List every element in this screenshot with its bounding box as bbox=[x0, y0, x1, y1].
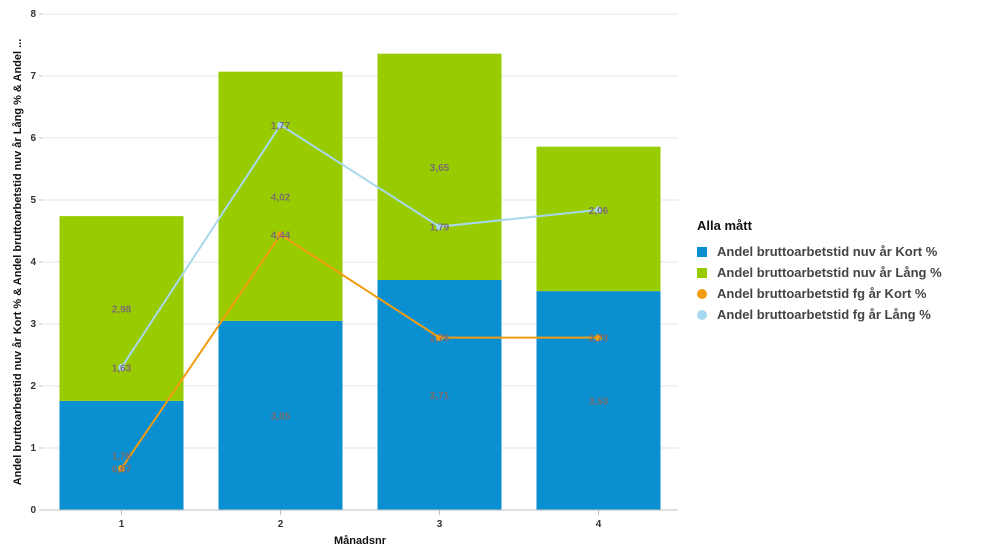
y-tick-label: 0 bbox=[30, 505, 36, 516]
legend-label: Andel bruttoarbetstid nuv år Lång % bbox=[717, 265, 942, 280]
bar bbox=[536, 146, 661, 292]
lines bbox=[118, 121, 602, 472]
line-point bbox=[118, 464, 125, 472]
legend-item-fg-lang[interactable]: Andel bruttoarbetstid fg år Lång % bbox=[697, 304, 942, 325]
bar bbox=[59, 400, 184, 510]
line-data-label: 1,77 bbox=[271, 121, 291, 132]
line-data-label: 4,44 bbox=[271, 231, 291, 242]
y-tick-label: 6 bbox=[30, 133, 36, 144]
bar-data-label: 2,98 bbox=[112, 305, 132, 316]
bar-data-label: 3,65 bbox=[430, 163, 450, 174]
bar-data-label: 4,02 bbox=[271, 192, 291, 203]
bar-data-label: 3,05 bbox=[271, 411, 291, 422]
line-point bbox=[277, 231, 284, 239]
data-labels: 1,76 3,05 3,71 3,53 2,98 4,02 3,65 0,67 4,44 2,78… bbox=[112, 121, 609, 475]
y-tick-label: 2 bbox=[30, 381, 36, 392]
legend-label: Andel bruttoarbetstid nuv år Kort % bbox=[717, 244, 938, 259]
legend-swatch-square-icon bbox=[697, 246, 707, 257]
x-tick-label: 4 bbox=[596, 519, 602, 530]
line-point bbox=[595, 206, 602, 214]
line-point bbox=[436, 223, 443, 231]
bar bbox=[377, 53, 502, 280]
x-tick-label: 1 bbox=[119, 519, 125, 530]
line-point bbox=[277, 121, 284, 129]
legend-label: Andel bruttoarbetstid fg år Kort % bbox=[717, 286, 927, 301]
line-point bbox=[436, 334, 443, 342]
legend-item-nuv-lang[interactable]: Andel bruttoarbetstid nuv år Lång % bbox=[697, 262, 942, 283]
line-data-label: 2,06 bbox=[589, 206, 609, 217]
line-data-label: 1,63 bbox=[112, 363, 132, 374]
y-axis-ticks: 0 1 2 3 4 5 6 7 8 bbox=[30, 9, 42, 516]
line-point bbox=[118, 363, 125, 371]
y-tick-label: 1 bbox=[30, 443, 36, 454]
legend-swatch-square-icon bbox=[697, 267, 707, 278]
bars bbox=[59, 53, 661, 510]
legend-item-nuv-kort[interactable]: Andel bruttoarbetstid nuv år Kort % bbox=[697, 241, 942, 262]
y-tick-label: 5 bbox=[30, 195, 36, 206]
bar-data-label: 3,71 bbox=[430, 391, 450, 402]
legend: Alla mått Andel bruttoarbetstid nuv år K… bbox=[697, 218, 942, 325]
series-line bbox=[120, 233, 599, 470]
x-tick-label: 3 bbox=[437, 519, 443, 530]
series-line bbox=[120, 123, 599, 368]
bar-data-label: 1,76 bbox=[112, 451, 132, 462]
line-data-label: 0,67 bbox=[112, 464, 132, 475]
bar bbox=[536, 291, 661, 510]
legend-swatch-dot-icon bbox=[697, 288, 707, 299]
legend-title: Alla mått bbox=[697, 218, 752, 233]
line-data-label: 1,79 bbox=[430, 223, 450, 234]
x-tick-label: 2 bbox=[278, 519, 284, 530]
x-axis-title: Månadsnr bbox=[334, 535, 387, 547]
line-point bbox=[595, 334, 602, 342]
y-tick-label: 8 bbox=[30, 9, 36, 20]
bar bbox=[218, 71, 343, 321]
x-axis-ticks: 1 2 3 4 bbox=[119, 510, 602, 530]
y-axis-title: Andel bruttoarbetstid nuv år Kort % & An… bbox=[12, 39, 24, 486]
bar-data-label: 3,53 bbox=[589, 397, 609, 408]
legend-label: Andel bruttoarbetstid fg år Lång % bbox=[717, 307, 931, 322]
line-data-label: 2,78 bbox=[589, 334, 609, 345]
bar bbox=[218, 320, 343, 510]
y-tick-label: 3 bbox=[30, 319, 36, 330]
line-data-label: 2,78 bbox=[430, 334, 450, 345]
legend-swatch-dot-icon bbox=[697, 309, 707, 320]
y-tick-label: 7 bbox=[30, 71, 36, 82]
chart: 0 1 2 3 4 5 6 7 8 1,76 3,05 3,71 3,53 2,98 4,02 3,65 0,… bbox=[12, 9, 678, 547]
legend-item-fg-kort[interactable]: Andel bruttoarbetstid fg år Kort % bbox=[697, 283, 942, 304]
y-tick-label: 4 bbox=[30, 257, 36, 268]
bar bbox=[377, 279, 502, 510]
